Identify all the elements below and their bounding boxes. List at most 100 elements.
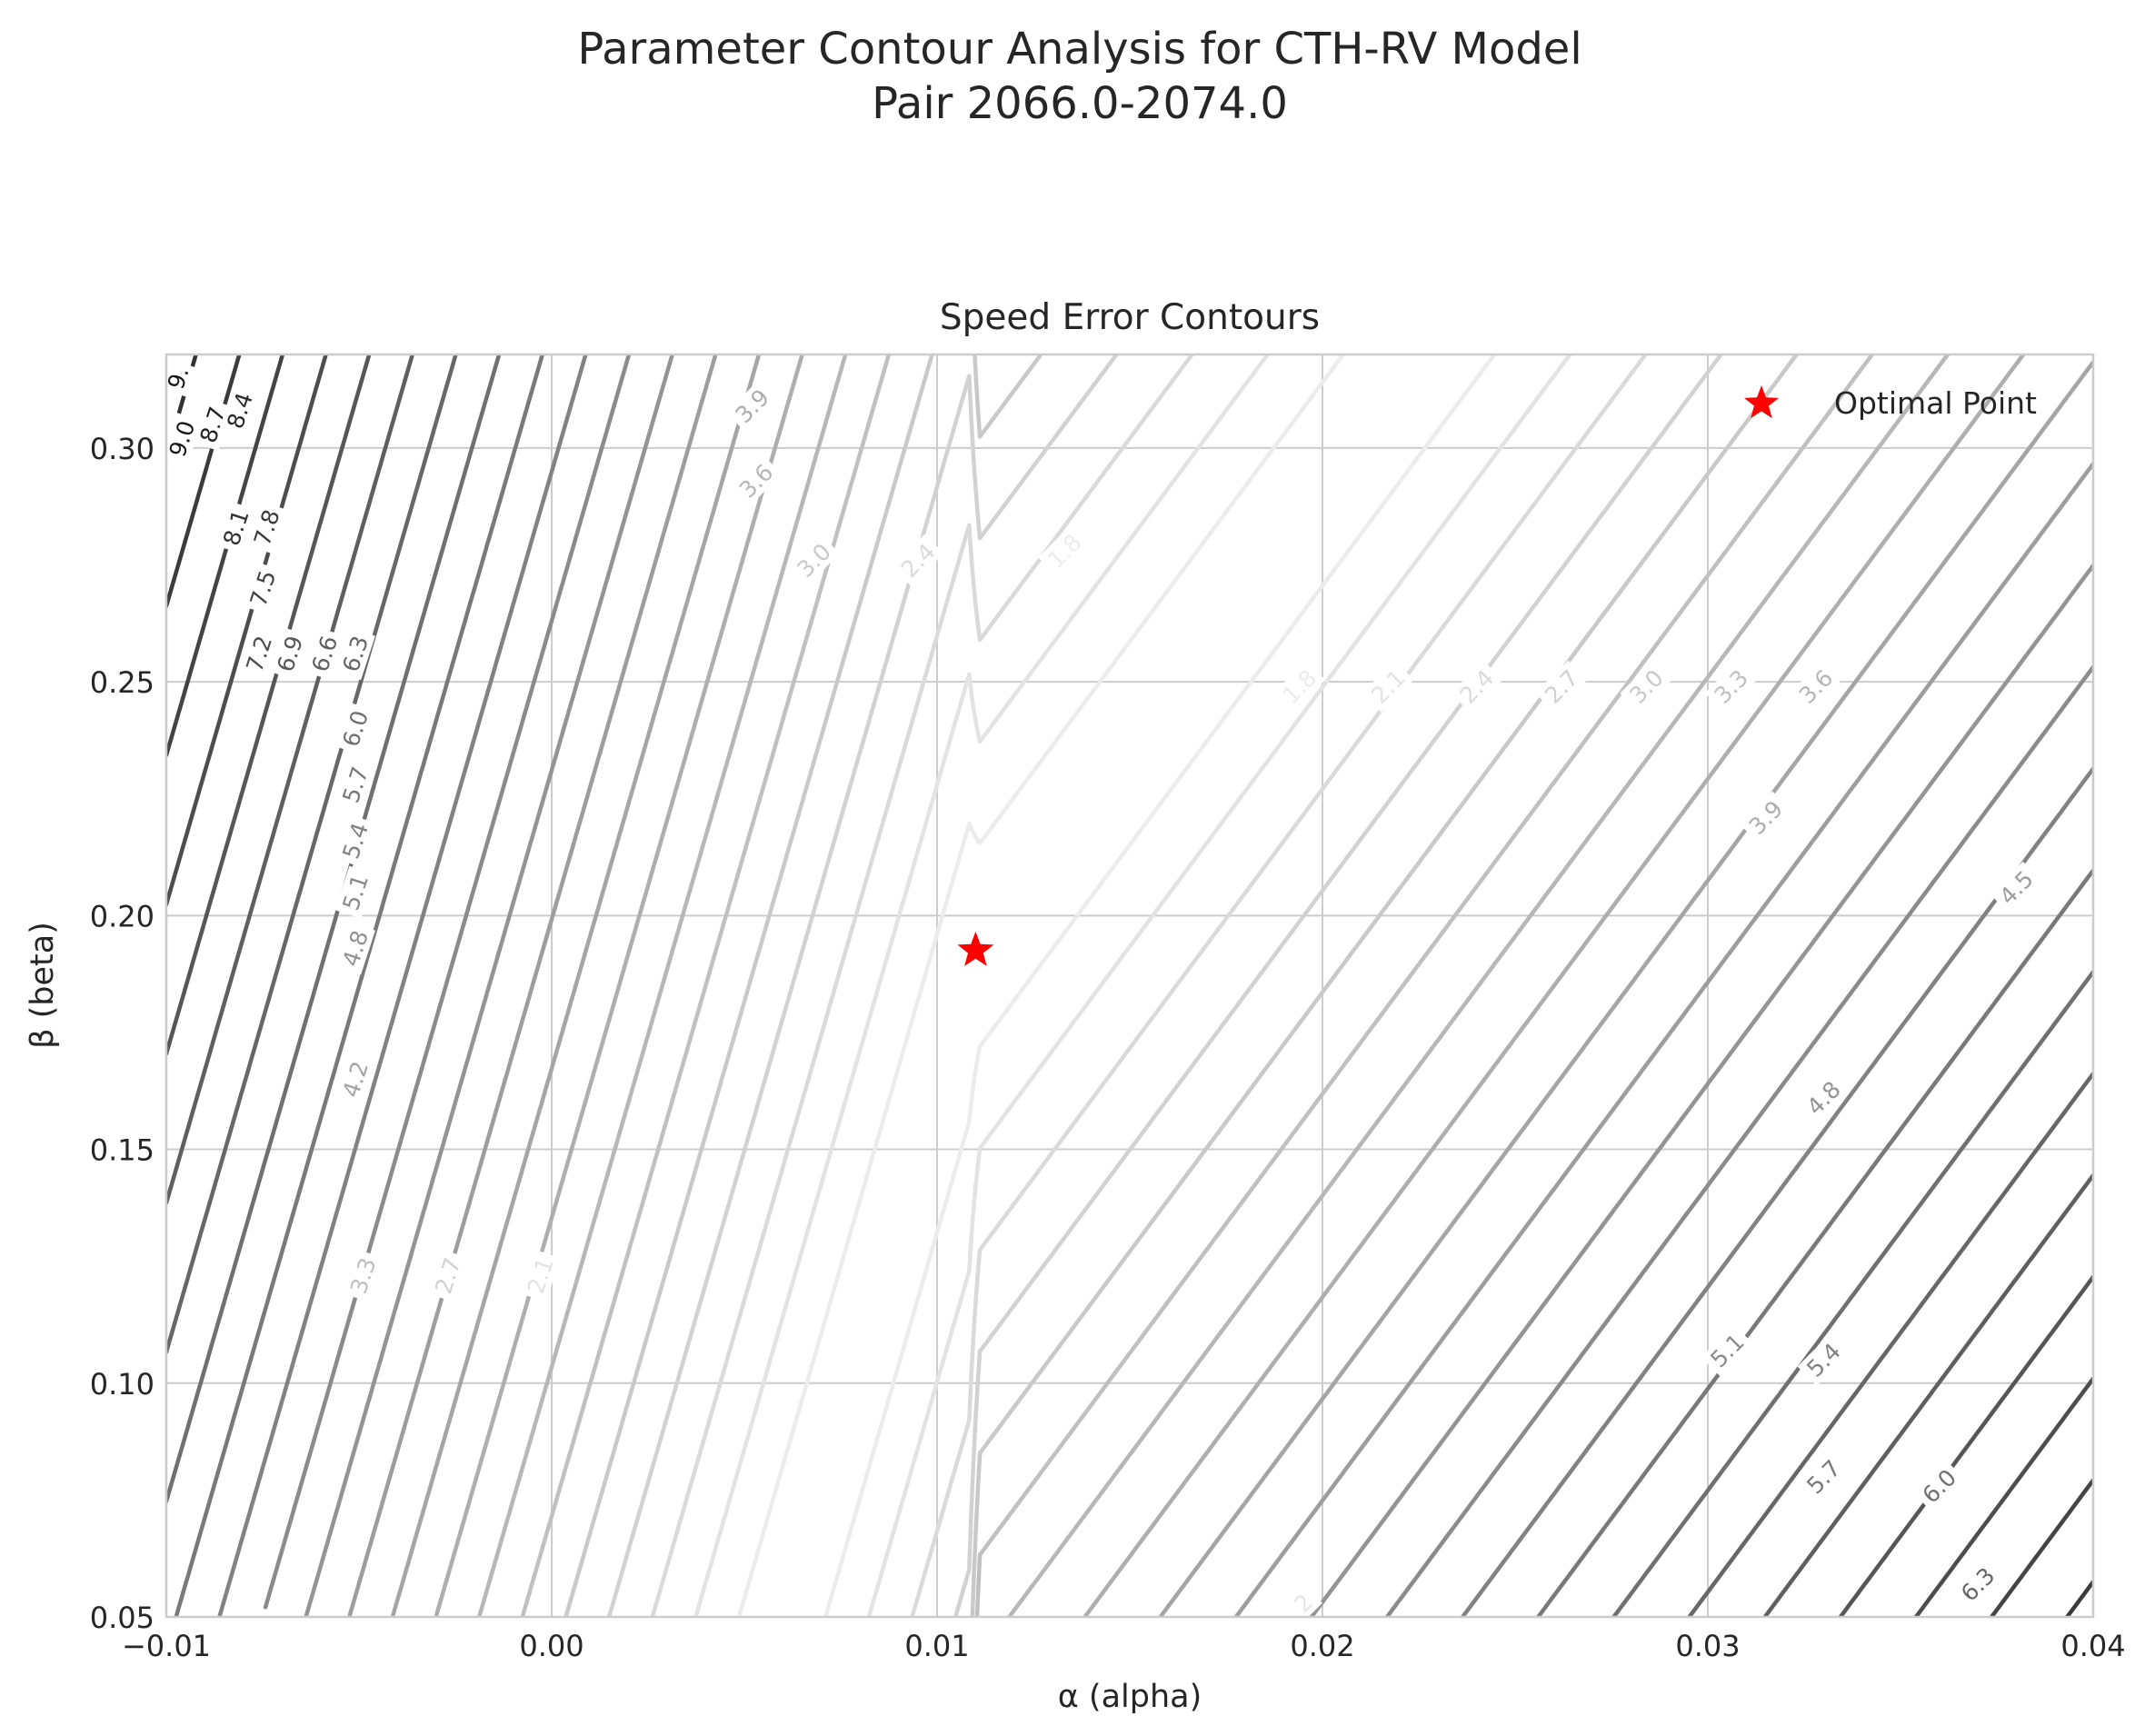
y-tick-label: 0.10 bbox=[90, 1367, 155, 1402]
x-tick-label: −0.01 bbox=[122, 1629, 211, 1663]
contour-label-bg bbox=[334, 758, 375, 812]
contour-label-bg bbox=[787, 534, 840, 586]
contour-line-level bbox=[434, 354, 2026, 1617]
contour-label-bg bbox=[160, 358, 196, 397]
contour-label: 2.1 bbox=[1362, 660, 1414, 713]
contour-label-bg bbox=[334, 865, 375, 919]
contour-label-bg bbox=[246, 501, 287, 554]
legend-label-optimal-point: Optimal Point bbox=[1834, 385, 2037, 421]
x-axis-label: α (alpha) bbox=[1058, 1679, 1202, 1715]
legend-star-icon bbox=[1743, 385, 1780, 419]
contour-label-bg bbox=[1620, 660, 1672, 713]
contour-line-level bbox=[166, 354, 2093, 1617]
contour-label-bg bbox=[219, 384, 260, 437]
contour-line-level bbox=[650, 354, 1648, 1617]
contour-label-text: 6.0 bbox=[337, 707, 374, 750]
contour-line-level bbox=[736, 354, 1497, 1617]
contour-label-bg bbox=[725, 379, 779, 433]
contour-line-level bbox=[166, 354, 2093, 1617]
contour-label-bg bbox=[1704, 660, 1758, 713]
contour-label: 6.3 bbox=[334, 627, 375, 681]
contour-line-level bbox=[390, 354, 2093, 1617]
contour-label: 9. bbox=[160, 358, 196, 397]
x-tick-label: 0.00 bbox=[519, 1629, 584, 1663]
contour-label: 4.8 bbox=[334, 922, 375, 975]
figure-suptitle-line2: Pair 2066.0-2074.0 bbox=[872, 78, 1288, 129]
contour-label-bg bbox=[1272, 660, 1326, 713]
contour-line-level bbox=[174, 354, 2093, 1617]
contour-label: 7.5 bbox=[242, 562, 284, 615]
contour-label-bg bbox=[1797, 1451, 1850, 1503]
contour-label-bg bbox=[1038, 524, 1091, 577]
axes-frame bbox=[165, 353, 2095, 1619]
contour-label: 2.7 bbox=[1535, 660, 1588, 713]
y-tick-label: 0.05 bbox=[90, 1601, 155, 1635]
contour-label-bg bbox=[1739, 791, 1792, 843]
contour-line-level bbox=[217, 354, 2093, 1617]
contour-label-bg bbox=[334, 702, 375, 755]
contour-label: 2.1 bbox=[520, 1249, 561, 1302]
x-tick-label: 0.03 bbox=[1675, 1629, 1740, 1663]
contour-label-bg bbox=[161, 412, 203, 465]
contour-label-bg bbox=[334, 1053, 375, 1106]
contour-label: 4.5 bbox=[1990, 861, 2042, 914]
contour-label: 8.4 bbox=[219, 384, 260, 437]
contour-label: 1.8 bbox=[1038, 524, 1091, 577]
contour-label: 6.0 bbox=[334, 702, 375, 755]
contour-label-bg bbox=[1362, 660, 1414, 713]
contour-line-level bbox=[304, 354, 2093, 1617]
optimal-point-marker bbox=[957, 931, 994, 966]
contour-line-level bbox=[693, 354, 1572, 1617]
contour-line-level bbox=[520, 354, 1875, 1617]
contour-label-text: 5.4 bbox=[337, 820, 374, 863]
contour-label-bg bbox=[1797, 1072, 1850, 1124]
contour-label: 3.6 bbox=[730, 454, 783, 507]
contour-line-level bbox=[564, 354, 1799, 1617]
y-tick-labels: 0.05 0.10 0.15 0.20 0.25 0.30 bbox=[90, 432, 155, 1635]
contour-label: 5.1 bbox=[334, 865, 375, 919]
contour-line-level bbox=[166, 354, 2093, 1617]
contour-label-bg bbox=[1912, 1460, 1966, 1512]
contour-label-bg bbox=[343, 1249, 384, 1302]
contour-lines bbox=[166, 354, 2093, 1617]
contour-label: 2.4 bbox=[892, 534, 944, 586]
y-tick-label: 0.15 bbox=[90, 1133, 155, 1168]
contour-label: 3.0 bbox=[787, 534, 840, 586]
contour-label-bg bbox=[334, 627, 375, 681]
contour-label: 3.9 bbox=[1739, 791, 1792, 843]
contour-label-bg bbox=[427, 1249, 468, 1302]
contour-line-level bbox=[347, 354, 2093, 1617]
contour-label: 1.8 bbox=[1272, 660, 1326, 713]
x-tick-label: 0.01 bbox=[904, 1629, 969, 1663]
contour-line-level bbox=[166, 354, 2093, 1617]
contour-label-text: 4.8 bbox=[337, 927, 374, 970]
contour-label: 5.4 bbox=[334, 814, 375, 867]
y-tick-label: 0.20 bbox=[90, 899, 155, 933]
contour-line-level bbox=[166, 354, 2093, 1617]
contour-label: 2 bbox=[1283, 1583, 1323, 1622]
contour-label-bg bbox=[238, 627, 279, 681]
optimal-point-series bbox=[957, 931, 994, 966]
contour-label-text: 7.5 bbox=[245, 567, 282, 610]
contour-label-bg bbox=[1535, 660, 1588, 713]
legend: Optimal Point bbox=[1743, 385, 2037, 421]
contour-label-text: 2.7 bbox=[430, 1254, 466, 1297]
contour-label-bg bbox=[304, 627, 344, 681]
contour-label-bg bbox=[334, 922, 375, 975]
contour-label: 5.4 bbox=[1797, 1333, 1850, 1386]
contour-label: 2.7 bbox=[427, 1249, 468, 1302]
grid-lines bbox=[165, 354, 2094, 1618]
contour-label: 3.9 bbox=[725, 379, 779, 433]
contour-label-text: 2.1 bbox=[523, 1254, 559, 1297]
contour-label-bg bbox=[1990, 861, 2042, 914]
y-axis-label: β (beta) bbox=[25, 922, 61, 1049]
contour-label-bg bbox=[242, 562, 284, 615]
axes-title: Speed Error Contours bbox=[940, 297, 1320, 338]
contour-label-bg bbox=[1701, 1324, 1753, 1377]
contour-label-bg bbox=[215, 501, 256, 554]
contour-label-bg bbox=[1283, 1583, 1323, 1622]
y-tick-label: 0.30 bbox=[90, 432, 155, 466]
contour-label-text: 3.3 bbox=[345, 1254, 382, 1297]
contour-line-level bbox=[166, 354, 2093, 1617]
